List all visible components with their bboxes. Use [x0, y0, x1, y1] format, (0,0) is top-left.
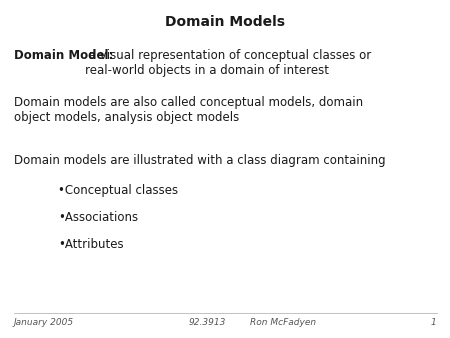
Text: Domain Model:: Domain Model:	[14, 49, 113, 62]
Text: •Attributes: •Attributes	[58, 238, 124, 251]
Text: a visual representation of conceptual classes or
real-world objects in a domain : a visual representation of conceptual cl…	[85, 49, 371, 77]
Text: •Conceptual classes: •Conceptual classes	[58, 184, 179, 197]
Text: Domain Models: Domain Models	[165, 15, 285, 29]
Text: January 2005: January 2005	[14, 318, 74, 327]
Text: 1: 1	[431, 318, 436, 327]
Text: Ron McFadyen: Ron McFadyen	[250, 318, 316, 327]
Text: 92.3913: 92.3913	[189, 318, 226, 327]
Text: •Associations: •Associations	[58, 211, 139, 224]
Text: Domain models are also called conceptual models, domain
object models, analysis : Domain models are also called conceptual…	[14, 96, 363, 124]
Text: Domain models are illustrated with a class diagram containing: Domain models are illustrated with a cla…	[14, 154, 385, 167]
